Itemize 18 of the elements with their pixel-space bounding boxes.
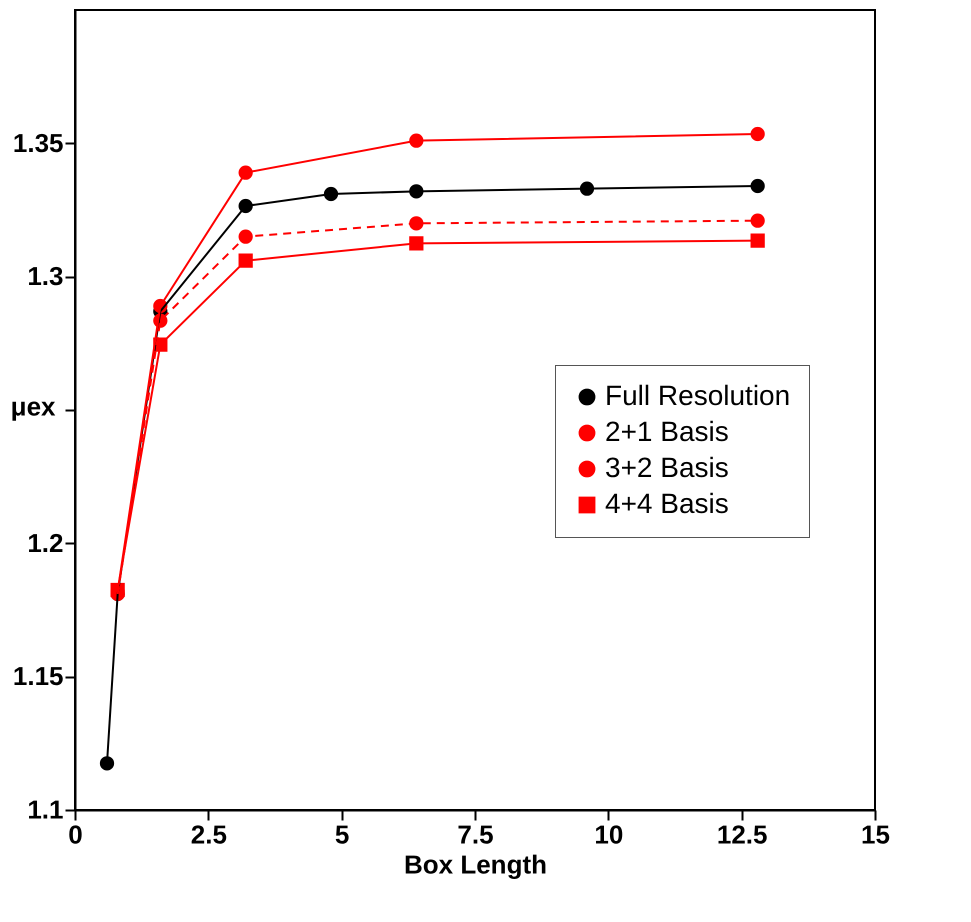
legend-label: Full Resolution bbox=[605, 380, 790, 411]
y-tick-label: 1.1 bbox=[27, 794, 64, 824]
y-tick-label: 1.2 bbox=[27, 528, 64, 558]
x-tick-label: 2.5 bbox=[190, 820, 227, 850]
x-tick-label: 5 bbox=[334, 820, 350, 850]
x-tick-label: 15 bbox=[861, 820, 890, 850]
x-tick-label: 12.5 bbox=[716, 820, 768, 850]
y-tick-label: 1.35 bbox=[12, 128, 64, 158]
y-axis-title: μex bbox=[10, 392, 56, 422]
legend-label: 2+1 Basis bbox=[605, 416, 729, 447]
legend-label: 4+4 Basis bbox=[605, 488, 729, 519]
y-tick-label: 1.3 bbox=[27, 261, 64, 292]
y-tick-label: 1.15 bbox=[12, 661, 64, 692]
legend-label: 3+2 Basis bbox=[605, 452, 729, 483]
x-tick-label: 10 bbox=[594, 820, 624, 850]
x-axis-title: Box Length bbox=[404, 850, 547, 880]
x-tick-label: 7.5 bbox=[457, 820, 494, 850]
x-tick-label: 0 bbox=[68, 820, 83, 850]
